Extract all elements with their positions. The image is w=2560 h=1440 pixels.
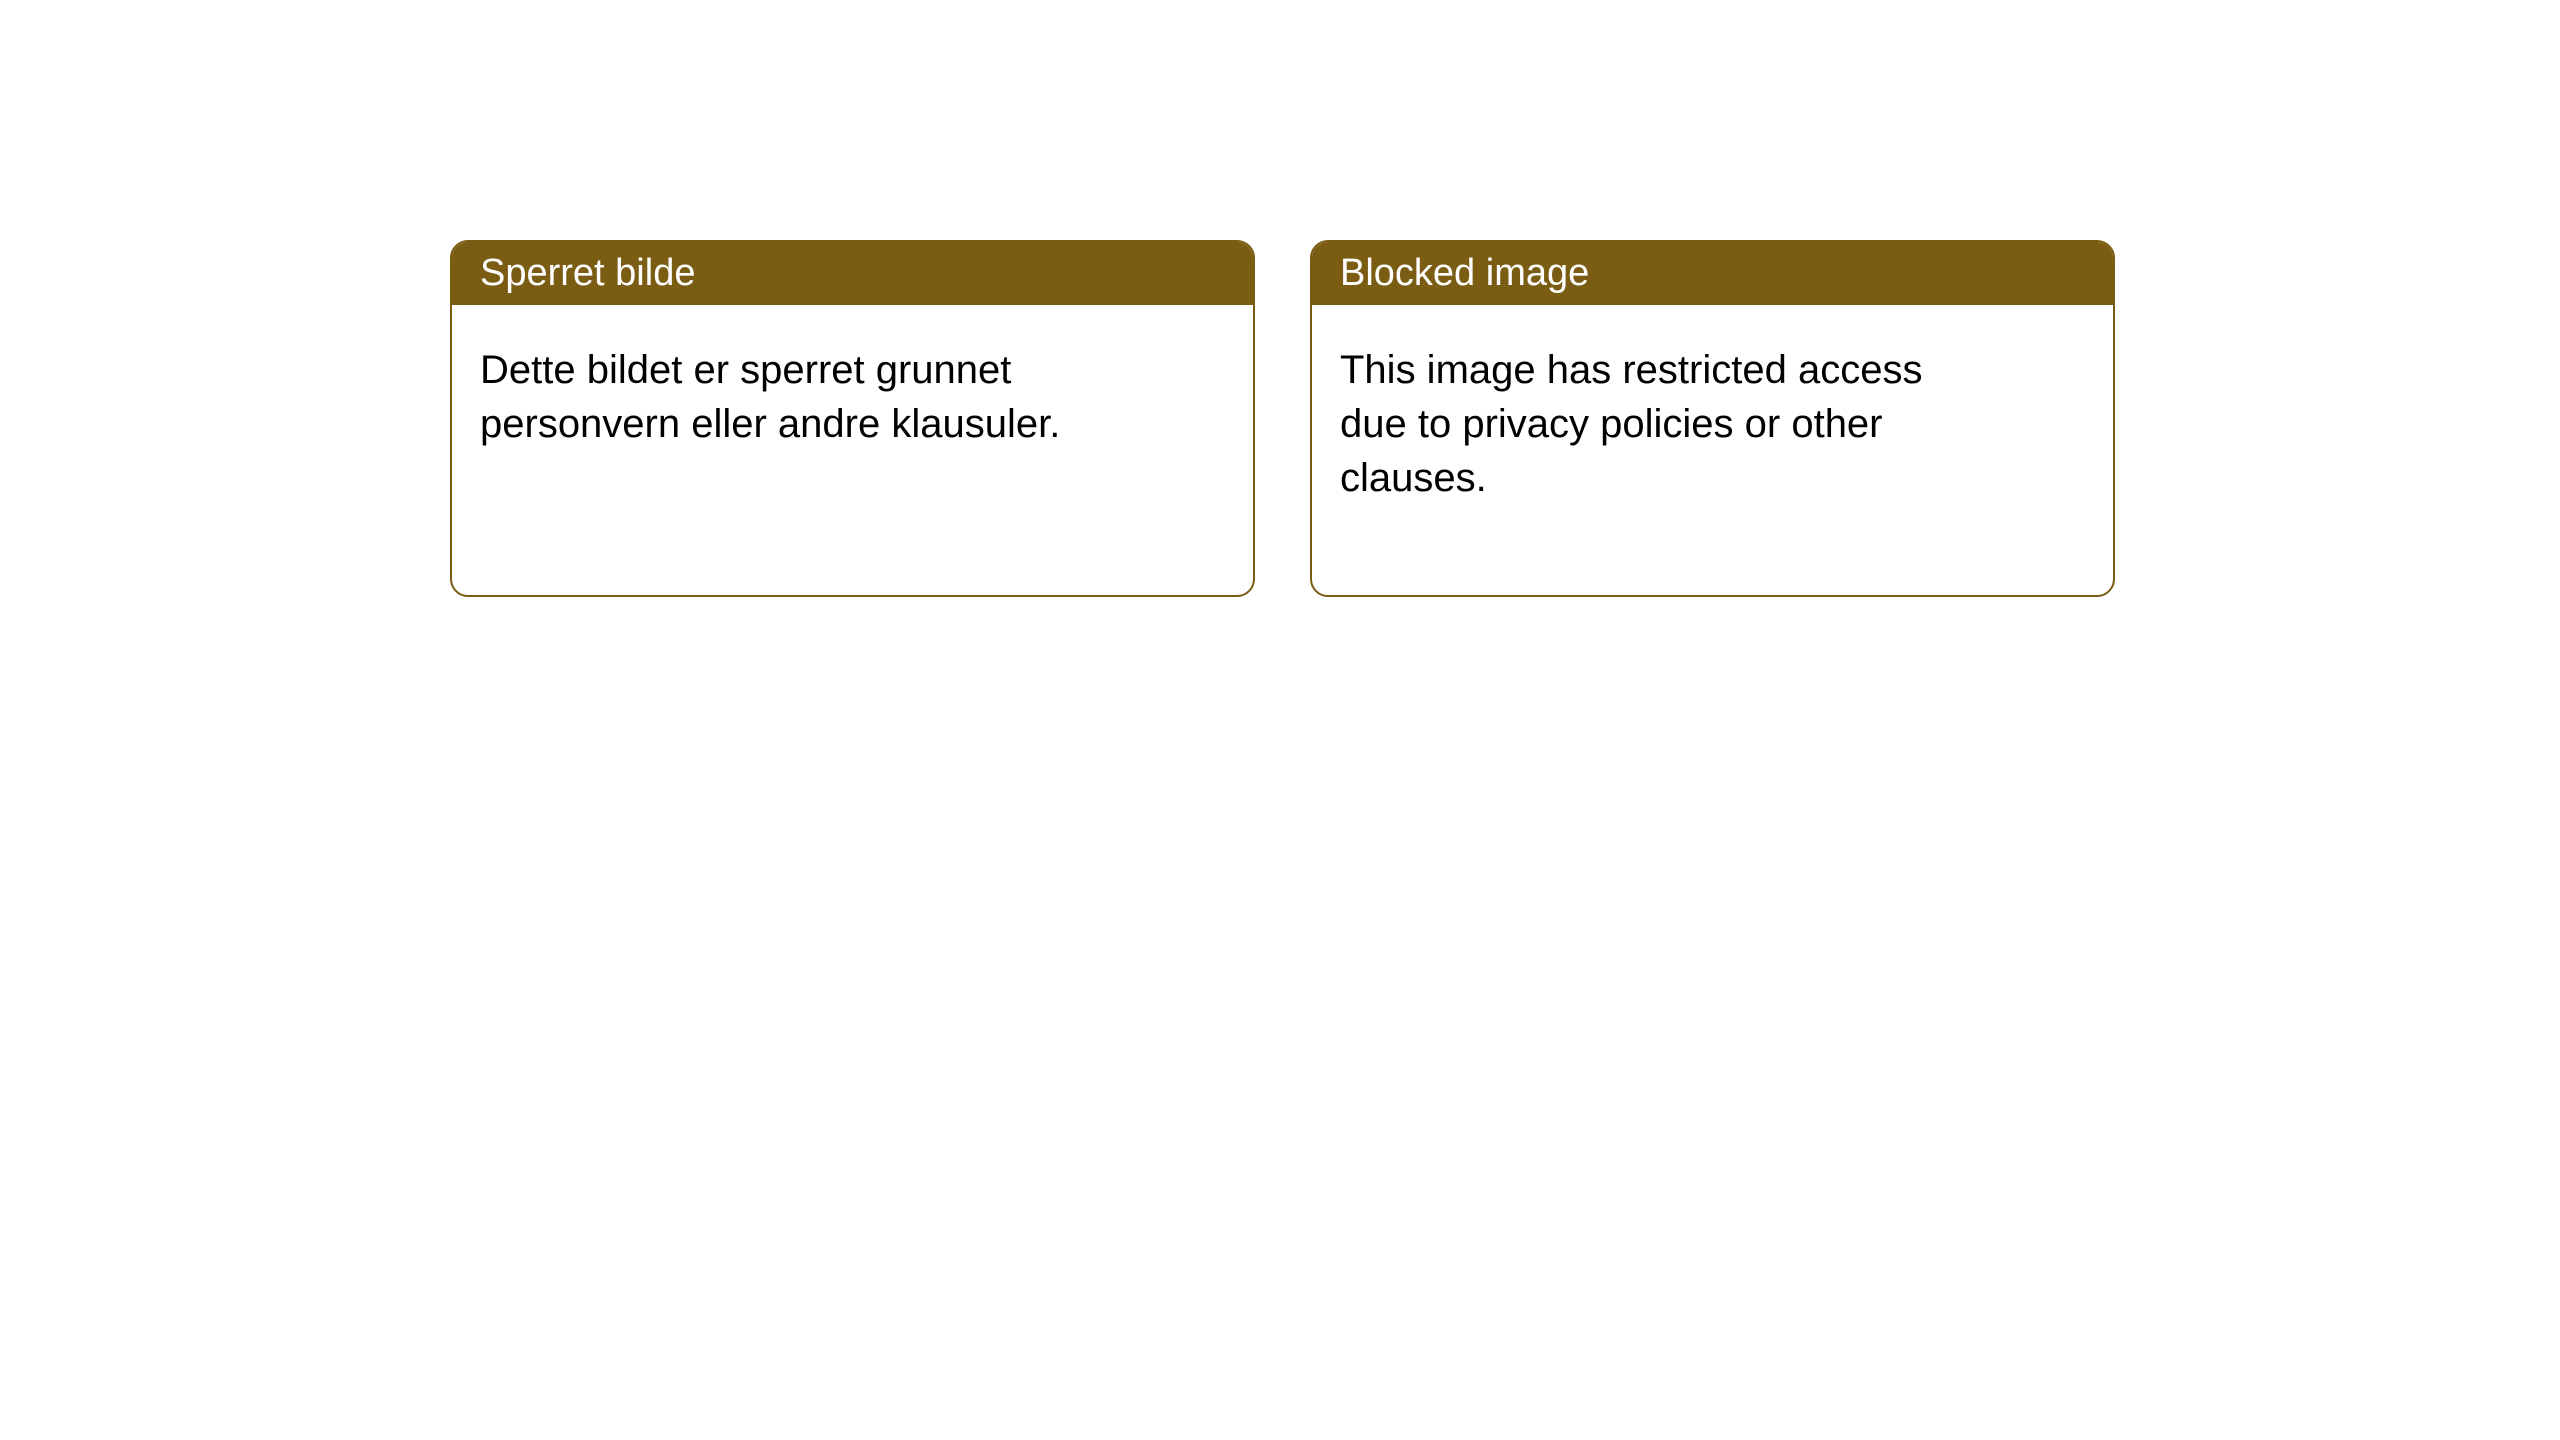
notice-title: Sperret bilde (480, 252, 695, 294)
notice-text: Dette bildet er sperret grunnet personve… (480, 348, 1060, 446)
notice-container: Sperret bilde Dette bildet er sperret gr… (450, 240, 2115, 597)
notice-card-english: Blocked image This image has restricted … (1310, 240, 2115, 597)
notice-title: Blocked image (1340, 252, 1589, 294)
notice-body: Dette bildet er sperret grunnet personve… (452, 305, 1152, 541)
notice-body: This image has restricted access due to … (1312, 305, 2012, 595)
notice-card-norwegian: Sperret bilde Dette bildet er sperret gr… (450, 240, 1255, 597)
notice-text: This image has restricted access due to … (1340, 348, 1922, 500)
notice-header: Blocked image (1312, 242, 2113, 305)
notice-header: Sperret bilde (452, 242, 1253, 305)
